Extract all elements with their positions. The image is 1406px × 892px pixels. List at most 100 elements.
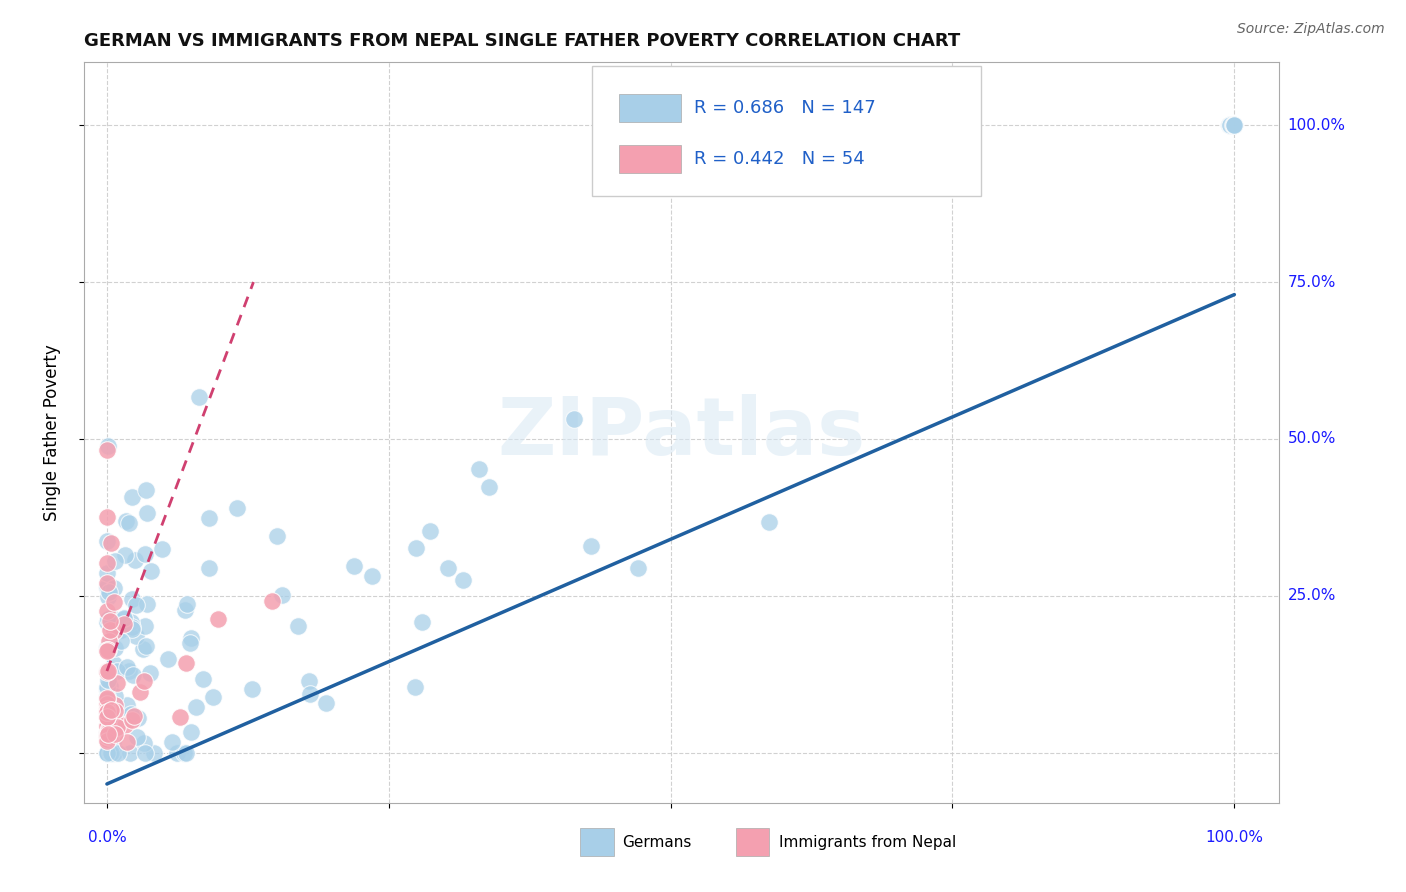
Point bbox=[120, 615, 142, 629]
Point bbox=[101, 735, 124, 749]
Point bbox=[1219, 118, 1241, 132]
Point bbox=[115, 735, 138, 749]
Point bbox=[134, 547, 156, 561]
Point bbox=[104, 640, 127, 655]
Point bbox=[96, 443, 118, 458]
Point bbox=[103, 746, 125, 760]
Point bbox=[226, 501, 249, 516]
Point bbox=[136, 597, 159, 611]
Point bbox=[96, 664, 118, 678]
Point bbox=[176, 597, 198, 611]
Point bbox=[134, 673, 156, 688]
Point bbox=[419, 524, 441, 539]
Point bbox=[160, 735, 183, 749]
Point bbox=[361, 568, 384, 582]
Point bbox=[118, 746, 141, 760]
Point bbox=[96, 726, 118, 740]
Point bbox=[97, 673, 120, 687]
Point bbox=[96, 641, 118, 656]
Point bbox=[96, 734, 118, 748]
Point bbox=[97, 591, 120, 605]
Point bbox=[104, 698, 127, 712]
Point bbox=[96, 644, 118, 658]
Y-axis label: Single Father Poverty: Single Father Poverty bbox=[42, 344, 60, 521]
Point bbox=[105, 676, 128, 690]
Point bbox=[169, 710, 191, 724]
Bar bbox=[619, 145, 681, 173]
Point bbox=[96, 729, 118, 743]
Point bbox=[97, 721, 120, 735]
Point bbox=[1219, 118, 1241, 132]
Text: Germans: Germans bbox=[623, 835, 692, 849]
Point bbox=[96, 581, 118, 595]
FancyBboxPatch shape bbox=[592, 66, 981, 195]
Text: 100.0%: 100.0% bbox=[1205, 830, 1264, 845]
Point bbox=[134, 618, 156, 632]
Point bbox=[96, 719, 118, 733]
Point bbox=[405, 541, 427, 555]
Point bbox=[260, 594, 283, 608]
Point bbox=[1223, 118, 1246, 132]
Point bbox=[240, 682, 263, 697]
Point bbox=[1220, 118, 1243, 132]
Point bbox=[1222, 118, 1244, 132]
Point bbox=[174, 657, 197, 671]
Point bbox=[121, 667, 143, 681]
Point bbox=[96, 697, 118, 711]
Point bbox=[758, 516, 780, 530]
Point bbox=[176, 746, 198, 760]
Point bbox=[124, 629, 146, 643]
Point bbox=[100, 746, 122, 760]
Point bbox=[287, 618, 309, 632]
Point bbox=[96, 640, 118, 654]
Point bbox=[188, 391, 211, 405]
Point bbox=[1223, 118, 1246, 132]
Point bbox=[343, 559, 366, 574]
Point bbox=[404, 680, 426, 694]
Point bbox=[103, 727, 125, 741]
Point bbox=[96, 643, 118, 657]
Point bbox=[121, 713, 143, 727]
Point bbox=[1222, 118, 1244, 132]
Point bbox=[129, 685, 152, 699]
Point bbox=[96, 615, 118, 629]
Point bbox=[132, 642, 155, 657]
Point bbox=[1220, 118, 1243, 132]
Point bbox=[1219, 118, 1241, 132]
Point bbox=[627, 561, 650, 575]
Point bbox=[121, 622, 143, 636]
Point bbox=[135, 640, 157, 654]
Point bbox=[1223, 118, 1246, 132]
Point bbox=[1222, 118, 1244, 132]
Point bbox=[1218, 118, 1240, 132]
Point bbox=[156, 652, 179, 666]
Point bbox=[180, 724, 202, 739]
Point bbox=[180, 632, 202, 646]
Point bbox=[103, 624, 125, 638]
Point bbox=[121, 591, 143, 606]
Point bbox=[179, 636, 201, 650]
Point bbox=[96, 691, 118, 706]
Point bbox=[101, 746, 124, 760]
Point bbox=[98, 705, 121, 719]
Point bbox=[96, 706, 118, 720]
Point bbox=[1223, 118, 1246, 132]
Point bbox=[96, 718, 118, 732]
Point bbox=[115, 660, 138, 674]
Point bbox=[96, 729, 118, 743]
Point bbox=[96, 665, 118, 680]
Point bbox=[135, 506, 157, 520]
Point bbox=[98, 614, 121, 628]
Point bbox=[96, 702, 118, 716]
Point bbox=[134, 735, 156, 749]
Point bbox=[107, 746, 129, 760]
Point bbox=[1218, 118, 1240, 132]
Point bbox=[98, 623, 121, 637]
Point bbox=[97, 724, 120, 739]
Point bbox=[96, 509, 118, 524]
Point bbox=[198, 511, 221, 525]
Point bbox=[141, 564, 163, 578]
Point bbox=[115, 514, 138, 528]
Point bbox=[135, 483, 157, 497]
Point bbox=[298, 674, 321, 689]
